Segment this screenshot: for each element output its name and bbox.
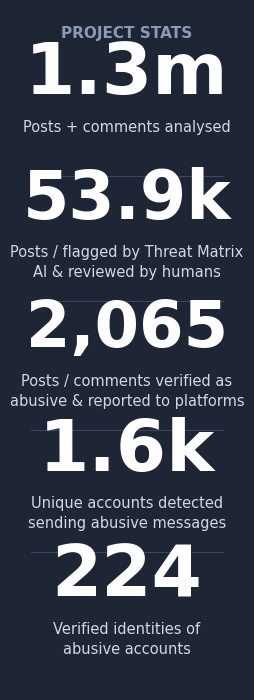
Text: 224: 224	[52, 542, 202, 611]
Text: Unique accounts detected
sending abusive messages: Unique accounts detected sending abusive…	[28, 496, 226, 531]
Text: Posts + comments analysed: Posts + comments analysed	[23, 120, 231, 135]
Text: Posts / flagged by Threat Matrix
AI & reviewed by humans: Posts / flagged by Threat Matrix AI & re…	[10, 246, 244, 280]
Text: 2,065: 2,065	[26, 298, 228, 360]
Text: PROJECT STATS: PROJECT STATS	[61, 26, 193, 41]
Text: 1.3m: 1.3m	[25, 40, 229, 109]
Text: 53.9k: 53.9k	[23, 167, 231, 233]
Text: Posts / comments verified as
abusive & reported to platforms: Posts / comments verified as abusive & r…	[10, 374, 244, 409]
Text: Verified identities of
abusive accounts: Verified identities of abusive accounts	[53, 622, 201, 657]
Text: 1.6k: 1.6k	[39, 416, 215, 486]
